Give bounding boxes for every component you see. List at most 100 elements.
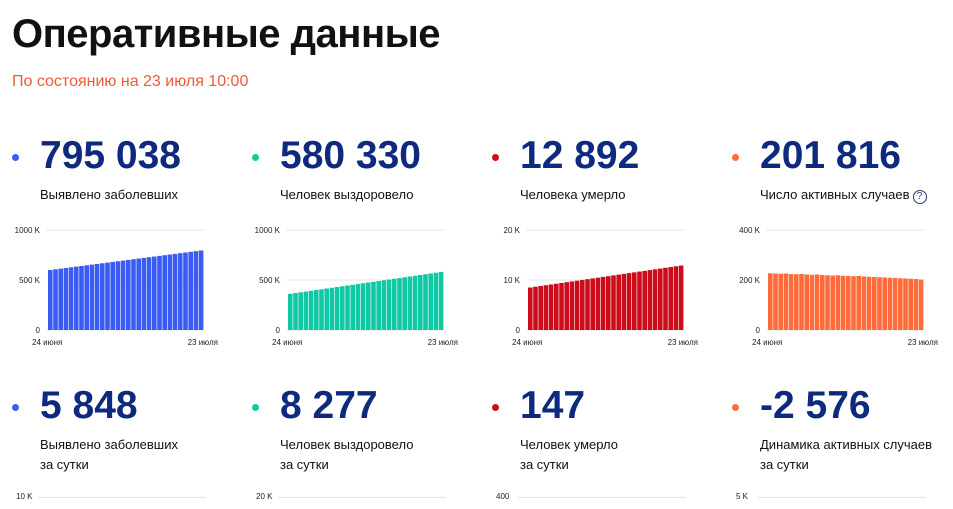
bar[interactable] [768,273,773,330]
bar[interactable] [590,278,595,330]
bar[interactable] [559,282,564,330]
bar[interactable] [595,277,601,330]
bar[interactable] [136,258,141,330]
bar[interactable] [110,261,115,330]
bar[interactable] [814,274,820,331]
bar[interactable] [157,255,162,330]
bar[interactable] [652,269,658,330]
bar[interactable] [872,277,877,330]
bar[interactable] [861,276,867,331]
bar[interactable] [402,277,407,330]
bar[interactable] [856,276,861,330]
bar[interactable] [809,274,815,330]
bar[interactable] [423,274,428,330]
bar[interactable] [632,272,637,330]
bar[interactable] [668,267,673,330]
bar[interactable] [288,293,293,330]
bar[interactable] [141,257,147,330]
bar[interactable] [303,291,309,330]
bar[interactable] [626,273,632,330]
bar[interactable] [386,279,392,330]
bar[interactable] [298,292,303,330]
bar[interactable] [314,290,319,330]
bar[interactable] [162,255,167,330]
bar[interactable] [788,274,794,330]
bar[interactable] [329,287,335,330]
bar[interactable] [345,285,350,330]
bar[interactable] [392,278,397,330]
bar[interactable] [381,280,387,330]
bar[interactable] [673,266,679,330]
bar[interactable] [319,289,324,330]
bar[interactable] [794,274,799,330]
bar[interactable] [851,276,856,330]
bar[interactable] [658,268,663,330]
bar[interactable] [564,282,569,330]
bar[interactable] [543,285,549,330]
bar[interactable] [89,264,95,330]
bar[interactable] [611,275,616,330]
bar[interactable] [799,274,804,330]
bar[interactable] [120,260,126,330]
bar[interactable] [68,267,74,330]
bar[interactable] [778,273,783,330]
bar[interactable] [152,256,157,330]
bar[interactable] [100,263,105,330]
bar[interactable] [773,273,778,331]
bar[interactable] [533,286,538,330]
bar[interactable] [825,275,830,330]
bar[interactable] [146,257,152,330]
bar[interactable] [585,279,590,330]
bar[interactable] [84,265,89,330]
bar[interactable] [846,276,851,330]
bar[interactable] [412,275,418,330]
bar[interactable] [887,277,893,330]
bar[interactable] [360,283,366,330]
bar[interactable] [371,281,376,330]
bar[interactable] [678,265,684,330]
bar[interactable] [308,290,314,330]
bar[interactable] [74,266,79,330]
bar[interactable] [647,270,653,330]
bar[interactable] [178,253,183,330]
bar[interactable] [324,288,329,330]
bar[interactable] [538,285,543,330]
bar[interactable] [428,273,433,330]
bar[interactable] [198,250,204,330]
bar[interactable] [48,270,53,330]
bar[interactable] [188,251,193,330]
bar[interactable] [830,275,835,331]
bar[interactable] [528,287,533,331]
bar[interactable] [600,276,606,330]
bar[interactable] [908,278,913,330]
bar[interactable] [783,273,789,331]
bar[interactable] [877,277,882,330]
bar[interactable] [892,278,898,330]
bar[interactable] [866,276,872,330]
bar[interactable] [63,267,69,330]
bar[interactable] [616,274,621,330]
bar[interactable] [913,279,919,330]
bar[interactable] [903,278,908,331]
bar[interactable] [340,286,345,330]
bar[interactable] [438,271,444,330]
bar[interactable] [193,251,199,330]
bar[interactable] [918,279,924,330]
bar[interactable] [580,279,585,330]
bar[interactable] [94,263,100,330]
bar[interactable] [183,252,188,330]
bar[interactable] [334,287,340,330]
bar[interactable] [621,273,627,330]
bar[interactable] [167,254,173,330]
bar[interactable] [105,262,110,330]
bar[interactable] [131,259,136,330]
bar[interactable] [840,275,846,330]
bar[interactable] [172,253,178,330]
bar[interactable] [407,276,413,330]
bar[interactable] [126,259,131,330]
bar[interactable] [663,267,668,330]
bar[interactable] [293,293,298,330]
bar[interactable] [366,282,371,330]
bar[interactable] [898,278,903,330]
bar[interactable] [548,284,554,330]
